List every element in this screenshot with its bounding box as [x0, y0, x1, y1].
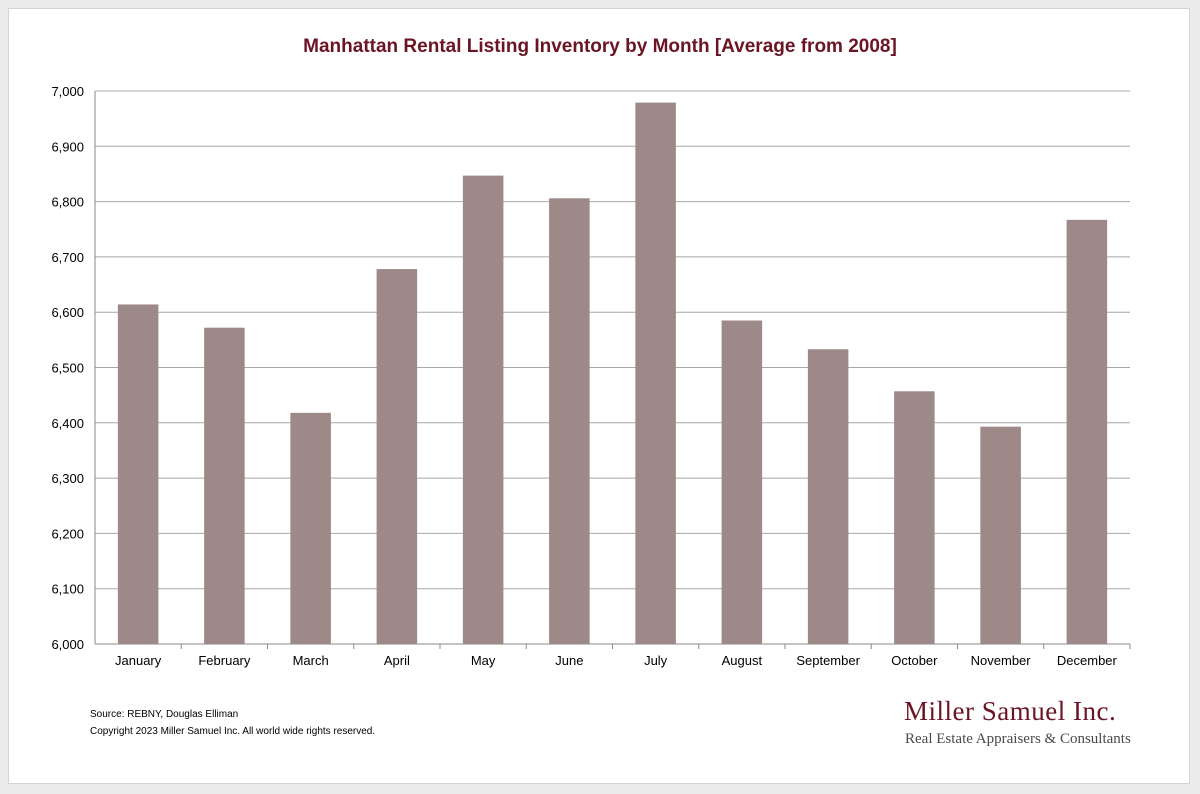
bar-january [117, 304, 159, 644]
company-logo-tagline: Real Estate Appraisers & Consultants [905, 731, 1131, 747]
x-tick-label: July [644, 653, 668, 668]
bar-september [807, 349, 849, 644]
y-tick-label: 6,100 [51, 582, 84, 597]
bar-november [980, 426, 1021, 644]
bar-may [462, 175, 504, 644]
y-tick-label: 6,300 [51, 471, 84, 486]
gridlines [94, 90, 1130, 645]
x-tick-label: October [891, 653, 938, 668]
x-tick-label: April [384, 653, 410, 668]
x-tick-label: May [471, 653, 496, 668]
bar-april [376, 269, 418, 644]
y-tick-label: 6,400 [51, 416, 84, 431]
bar-august [721, 320, 763, 644]
bars [117, 102, 1108, 645]
bar-june [549, 198, 590, 645]
copyright-note: Copyright 2023 Miller Samuel Inc. All wo… [90, 726, 376, 737]
y-tick-label: 6,200 [51, 526, 84, 541]
y-tick-label: 6,700 [51, 250, 84, 265]
x-tick-label: November [971, 653, 1032, 668]
x-tick-label: December [1057, 653, 1118, 668]
x-tick-label: September [796, 653, 860, 668]
bar-february [204, 327, 245, 644]
bar-july [635, 102, 676, 645]
company-logo-name: Miller Samuel Inc. [904, 696, 1117, 726]
chart-title: Manhattan Rental Listing Inventory by Mo… [303, 36, 897, 57]
x-tick-label: August [722, 653, 763, 668]
y-tick-label: 6,600 [51, 305, 84, 320]
bar-december [1066, 219, 1108, 644]
bar-october [894, 391, 935, 644]
y-tick-label: 6,800 [51, 195, 84, 210]
source-note: Source: REBNY, Douglas Elliman [90, 709, 239, 720]
x-tick-label: January [115, 653, 162, 668]
x-tick-label: June [555, 653, 583, 668]
x-tick-label: March [293, 653, 329, 668]
y-tick-label: 6,000 [51, 637, 84, 652]
y-axis-ticks: 6,000 6,100 6,200 6,300 6,400 6,500 6,600 6,700… [51, 84, 84, 652]
y-tick-label: 6,500 [51, 361, 84, 376]
bar-march [290, 412, 331, 644]
y-tick-label: 7,000 [51, 84, 84, 99]
y-tick-label: 6,900 [51, 139, 84, 154]
x-axis-ticks: January February March April May June July Augu… [115, 644, 1131, 668]
x-tick-label: February [198, 653, 251, 668]
